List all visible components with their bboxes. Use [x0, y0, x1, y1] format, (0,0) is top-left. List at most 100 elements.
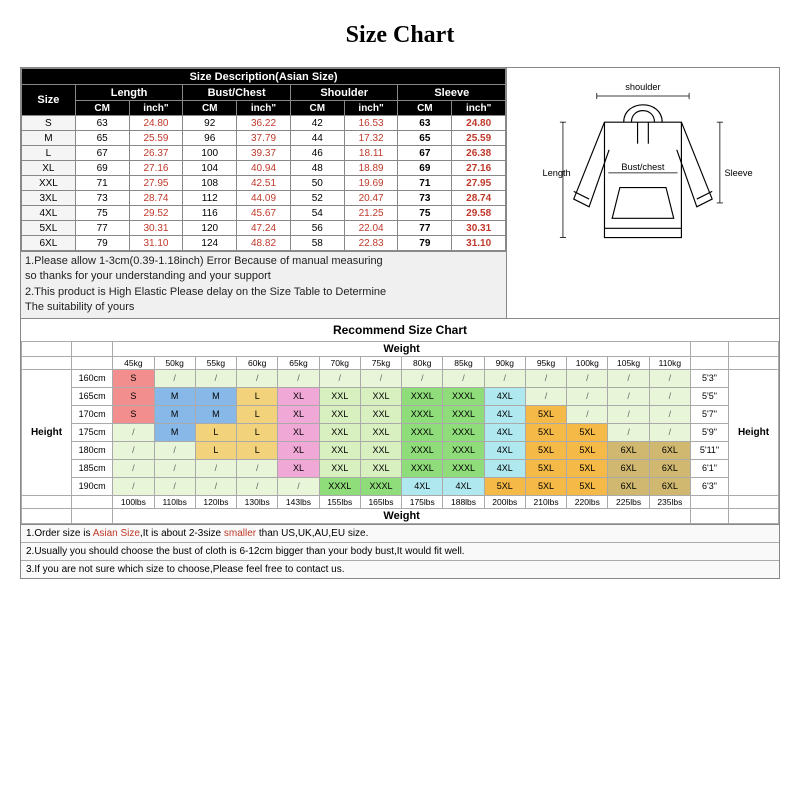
note-line: so thanks for your understanding and you… [25, 269, 502, 284]
size-description-table: Size Description(Asian Size) Size Length… [21, 68, 506, 318]
rec-cell: 5XL [525, 405, 566, 423]
rec-row: 165cmSMMLXLXXLXXLXXXLXXXL4XL////5'5" [22, 387, 779, 405]
chart-wrapper: Size Description(Asian Size) Size Length… [20, 67, 780, 579]
rec-cell: / [649, 405, 690, 423]
rec-cell: 6XL [608, 459, 649, 477]
inch-header: inch" [344, 101, 398, 116]
lbs-footer: 110lbs [154, 495, 195, 508]
lbs-footer: 235lbs [649, 495, 690, 508]
label-bust: Bust/chest [622, 162, 665, 172]
lbs-footer: 210lbs [525, 495, 566, 508]
kg-header: 65kg [278, 356, 319, 369]
rec-cell: / [567, 405, 608, 423]
rec-cell: XXXL [360, 477, 401, 495]
table-row: 6XL7931.1012448.825822.837931.10 [22, 236, 506, 251]
rec-cell: / [237, 459, 278, 477]
rec-cell: / [484, 369, 525, 387]
table-row: 3XL7328.7411244.095220.477328.74 [22, 191, 506, 206]
note-line: The suitability of yours [25, 300, 502, 315]
rec-cell: / [525, 369, 566, 387]
rec-cell: 6XL [649, 477, 690, 495]
height-cm: 180cm [72, 441, 113, 459]
height-cm: 165cm [72, 387, 113, 405]
bottom-note-2: 2.Usually you should choose the bust of … [21, 543, 779, 561]
col-sleeve: Sleeve [398, 85, 506, 101]
rec-cell: / [649, 423, 690, 441]
col-bust: Bust/Chest [183, 85, 291, 101]
lbs-footer: 120lbs [195, 495, 236, 508]
kg-header: 50kg [154, 356, 195, 369]
rec-cell: 5XL [525, 459, 566, 477]
rec-cell: XL [278, 423, 319, 441]
bottom-note-1: 1.Order size is Asian Size,It is about 2… [21, 525, 779, 543]
label-sleeve: Sleeve [725, 168, 753, 178]
table-row: L6726.3710039.374618.116726.38 [22, 146, 506, 161]
rec-cell: L [237, 441, 278, 459]
rec-cell: / [649, 387, 690, 405]
height-cm: 185cm [72, 459, 113, 477]
rec-cell: XXL [360, 387, 401, 405]
recommend-title: Recommend Size Chart [21, 318, 779, 341]
rec-cell: / [278, 477, 319, 495]
rec-cell: 4XL [443, 477, 484, 495]
rec-cell: XXL [319, 441, 360, 459]
rec-cell: 5XL [525, 423, 566, 441]
rec-cell: / [113, 441, 154, 459]
note-line: 2.This product is High Elastic Please de… [25, 285, 502, 300]
rec-cell: XXL [360, 423, 401, 441]
kg-header: 95kg [525, 356, 566, 369]
rec-cell: / [608, 405, 649, 423]
col-size: Size [22, 85, 76, 116]
kg-header: 100kg [567, 356, 608, 369]
table-row: XL6927.1610440.944818.896927.16 [22, 161, 506, 176]
bottom-notes: 1.Order size is Asian Size,It is about 2… [21, 524, 779, 578]
table-row: XXL7127.9510842.515019.697127.95 [22, 176, 506, 191]
rec-cell: / [113, 477, 154, 495]
rec-cell: XXXL [402, 459, 443, 477]
rec-cell: / [195, 477, 236, 495]
cm-header: CM [290, 101, 344, 116]
rec-cell: / [402, 369, 443, 387]
rec-cell: / [237, 477, 278, 495]
rec-cell: XXL [319, 405, 360, 423]
height-ft: 5'5" [691, 387, 729, 405]
rec-row: 180cm//LLXLXXLXXLXXXLXXXL4XL5XL5XL6XL6XL… [22, 441, 779, 459]
rec-cell: XXXL [402, 405, 443, 423]
rec-cell: / [567, 369, 608, 387]
rec-cell: 6XL [608, 441, 649, 459]
rec-cell: / [113, 423, 154, 441]
height-ft: 6'1" [691, 459, 729, 477]
rec-cell: / [113, 459, 154, 477]
table-row: 5XL7730.3112047.245622.047730.31 [22, 221, 506, 236]
cm-header: CM [398, 101, 452, 116]
rec-cell: XXXL [402, 423, 443, 441]
rec-cell: 4XL [484, 405, 525, 423]
lbs-footer: 143lbs [278, 495, 319, 508]
rec-cell: M [195, 405, 236, 423]
rec-cell: / [360, 369, 401, 387]
rec-cell: M [195, 387, 236, 405]
rec-cell: / [154, 441, 195, 459]
height-cm: 175cm [72, 423, 113, 441]
bottom-note-3: 3.If you are not sure which size to choo… [21, 561, 779, 578]
height-ft: 5'3" [691, 369, 729, 387]
lbs-footer: 100lbs [113, 495, 154, 508]
rec-cell: 4XL [484, 387, 525, 405]
lbs-footer: 220lbs [567, 495, 608, 508]
lbs-footer: 200lbs [484, 495, 525, 508]
rec-cell: XXL [360, 441, 401, 459]
rec-cell: S [113, 387, 154, 405]
rec-cell: XXXL [443, 405, 484, 423]
rec-cell: / [154, 369, 195, 387]
rec-cell: L [195, 441, 236, 459]
rec-cell: XXXL [443, 441, 484, 459]
kg-header: 80kg [402, 356, 443, 369]
rec-cell: / [237, 369, 278, 387]
rec-cell: / [608, 369, 649, 387]
kg-header: 85kg [443, 356, 484, 369]
note-line: 1.Please allow 1-3cm(0.39-1.18inch) Erro… [25, 254, 502, 269]
rec-cell: / [195, 459, 236, 477]
kg-header: 105kg [608, 356, 649, 369]
rec-cell: XL [278, 459, 319, 477]
rec-row: 170cmSMMLXLXXLXXLXXXLXXXL4XL5XL///5'7" [22, 405, 779, 423]
